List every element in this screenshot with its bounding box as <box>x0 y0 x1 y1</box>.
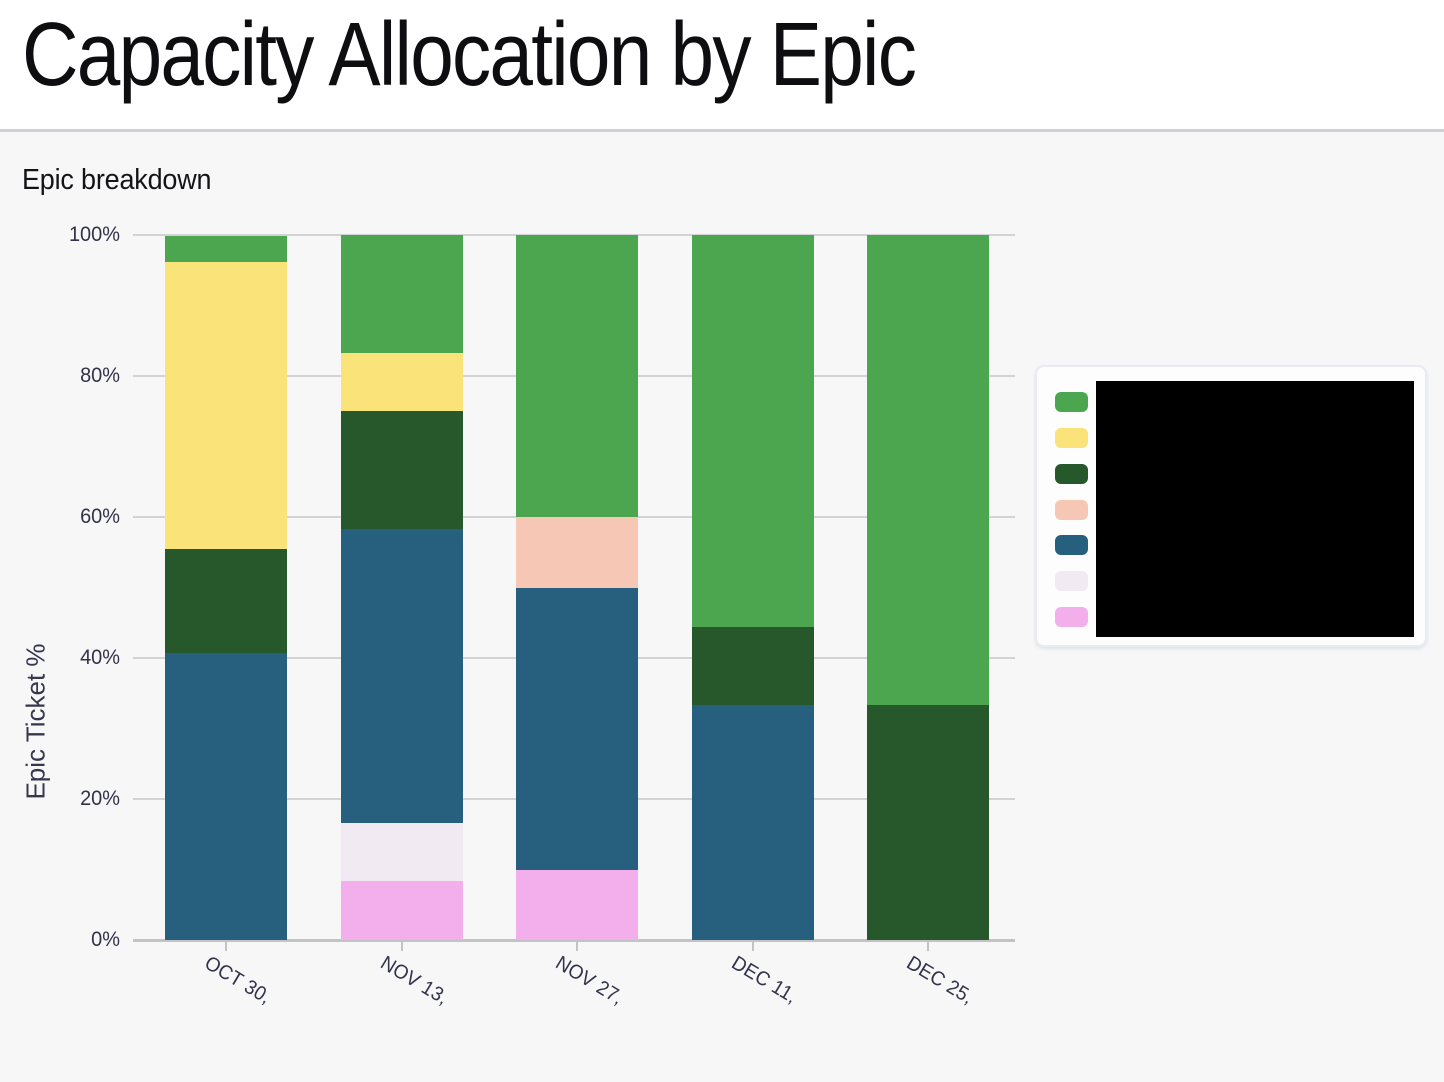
y-tick-label-80: 80% <box>80 364 120 387</box>
header-divider <box>0 129 1444 132</box>
lavender-epic-segment[interactable] <box>340 822 463 882</box>
yellow-epic-segment[interactable] <box>340 352 463 412</box>
dark-green-epic-segment[interactable] <box>691 626 814 706</box>
chart-legend <box>1035 365 1427 647</box>
green-epic-segment[interactable] <box>340 235 463 353</box>
y-tick-label-0: 0% <box>91 928 120 951</box>
x-tick-label-4: DEC 25, <box>902 952 978 1009</box>
y-tick-label-20: 20% <box>80 787 120 810</box>
legend-swatch-dark-green-epic[interactable] <box>1055 463 1088 484</box>
dark-green-epic-segment[interactable] <box>867 705 989 940</box>
legend-swatch-yellow-epic[interactable] <box>1055 427 1088 448</box>
page-title: Capacity Allocation by Epic <box>22 5 917 105</box>
legend-swatch-pink-epic[interactable] <box>1055 607 1088 628</box>
x-tick-label-0: OCT 30, <box>200 952 275 1009</box>
y-tick-label-40: 40% <box>80 646 120 669</box>
y-axis-title: Epic Ticket % <box>20 643 51 800</box>
x-tickmark-2 <box>576 942 578 951</box>
blue-epic-segment[interactable] <box>340 528 463 823</box>
chart-subtitle: Epic breakdown <box>22 164 212 196</box>
x-tickmark-4 <box>927 942 929 951</box>
y-tick-label-100: 100% <box>68 223 120 246</box>
yellow-epic-segment[interactable] <box>165 261 287 549</box>
chart-card: Epic breakdown 0% 20% 40% 60% 80% 100% OCT 30,… <box>0 132 1444 1082</box>
pink-epic-segment[interactable] <box>340 881 463 940</box>
x-tick-label-3: DEC 11, <box>727 952 801 1009</box>
x-tickmark-0 <box>225 942 227 951</box>
blue-epic-segment[interactable] <box>691 705 814 940</box>
x-tick-label-2: NOV 27, <box>551 952 628 1010</box>
legend-swatch-peach-epic[interactable] <box>1055 499 1088 520</box>
green-epic-segment[interactable] <box>691 235 814 627</box>
x-tickmark-3 <box>751 942 754 951</box>
x-tickmark-1 <box>400 942 403 951</box>
dark-green-epic-segment[interactable] <box>340 411 463 529</box>
legend-redaction-overlay <box>1096 381 1414 637</box>
gridline-0 <box>133 939 1015 942</box>
legend-swatch-blue-epic[interactable] <box>1055 535 1088 556</box>
blue-epic-segment[interactable] <box>516 587 638 870</box>
legend-swatch-green-epic[interactable] <box>1055 392 1088 412</box>
y-tick-label-60: 60% <box>80 505 120 528</box>
legend-swatch-lavender-epic[interactable] <box>1055 571 1088 592</box>
peach-epic-segment[interactable] <box>516 517 638 588</box>
green-epic-segment[interactable] <box>867 235 989 706</box>
green-epic-segment[interactable] <box>516 235 638 517</box>
x-tick-label-1: NOV 13, <box>376 952 452 1010</box>
pink-epic-segment[interactable] <box>516 869 638 940</box>
green-epic-segment[interactable] <box>165 235 287 262</box>
dark-green-epic-segment[interactable] <box>165 548 287 654</box>
blue-epic-segment[interactable] <box>165 653 287 940</box>
